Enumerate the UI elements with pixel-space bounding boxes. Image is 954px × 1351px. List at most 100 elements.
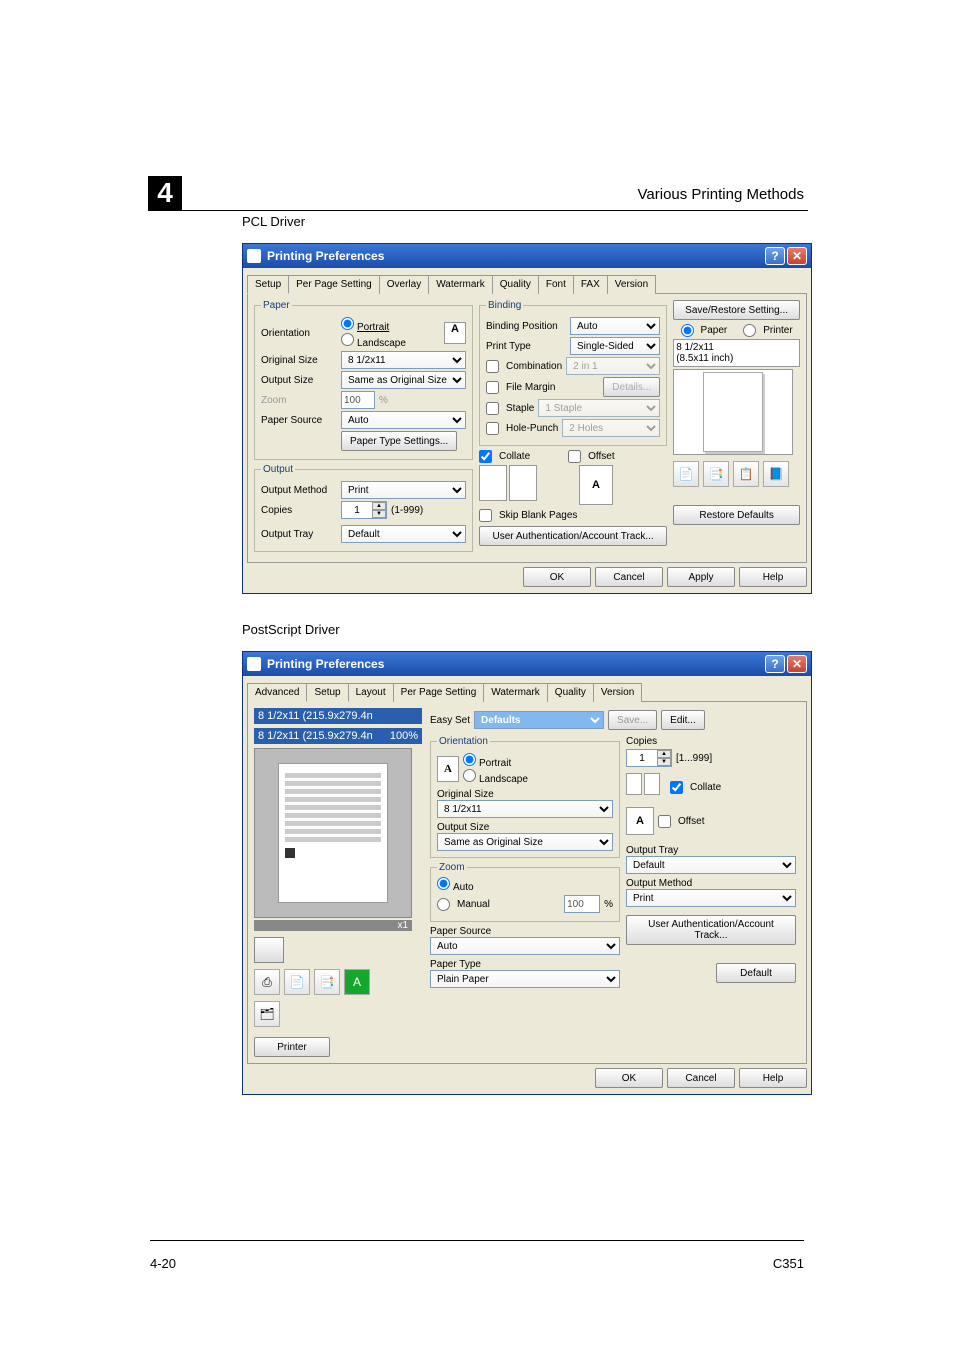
close-icon-2[interactable]: ✕ <box>787 655 807 673</box>
tab-perpage[interactable]: Per Page Setting <box>288 275 380 294</box>
ps-portrait-radio[interactable] <box>463 753 476 766</box>
spin-down-2[interactable]: ▼ <box>657 758 671 766</box>
ps-collate-check[interactable] <box>670 781 683 794</box>
section-ps: PostScript Driver <box>242 622 804 637</box>
ps-orig-label: Original Size <box>437 789 613 800</box>
section-pcl: PCL Driver <box>242 214 804 229</box>
file-margin-check[interactable] <box>486 381 499 394</box>
ps-icon-1[interactable]: ⎙ <box>254 969 280 995</box>
orient-icon-2: A <box>437 756 459 782</box>
collate-icon-2 <box>509 465 537 501</box>
spin-up-2[interactable]: ▲ <box>657 750 671 758</box>
ps-orientation-group: Orientation A Portrait Landscape Origina… <box>430 736 620 858</box>
ps-auth-button[interactable]: User Authentication/Account Track... <box>626 915 796 945</box>
zoom-value-input <box>564 895 600 913</box>
print-type-select[interactable]: Single-Sided <box>570 337 660 355</box>
tab-layout-2[interactable]: Layout <box>348 683 394 702</box>
cancel-button[interactable]: Cancel <box>595 567 663 587</box>
preview-icon-2[interactable]: 📑 <box>703 461 729 487</box>
binding-legend: Binding <box>486 300 523 311</box>
collate-check[interactable] <box>479 450 492 463</box>
output-group: Output Output Method Print Copies ▲▼ (1-… <box>254 464 473 552</box>
default-button[interactable]: Default <box>716 963 796 983</box>
ps-orig-select[interactable]: 8 1/2x11 <box>437 800 613 818</box>
preview-x1: x1 <box>254 920 412 931</box>
tab-setup[interactable]: Setup <box>247 275 289 294</box>
offset-icon: A <box>579 465 613 505</box>
paper-source-select[interactable]: Auto <box>341 411 466 429</box>
preview-icon-1[interactable]: 📄 <box>673 461 699 487</box>
tab-overlay[interactable]: Overlay <box>379 275 429 294</box>
ps-icon-4[interactable]: A <box>344 969 370 995</box>
output-tray-select[interactable]: Default <box>341 525 466 543</box>
spin-up[interactable]: ▲ <box>372 502 386 510</box>
big-preview <box>254 748 412 918</box>
ps-method-select[interactable]: Print <box>626 889 796 907</box>
combination-check[interactable] <box>486 360 499 373</box>
tab-quality-2[interactable]: Quality <box>547 683 594 702</box>
hole-check[interactable] <box>486 422 499 435</box>
ok-button-2[interactable]: OK <box>595 1068 663 1088</box>
ps-offset-check[interactable] <box>658 815 671 828</box>
preview-icon-4[interactable]: 📘 <box>763 461 789 487</box>
title-text: Printing Preferences <box>267 249 384 263</box>
output-size-select[interactable]: Same as Original Size <box>341 371 466 389</box>
binding-pos-select[interactable]: Auto <box>570 317 660 335</box>
ps-papertype-select[interactable]: Plain Paper <box>430 970 620 988</box>
tab-fax[interactable]: FAX <box>573 275 608 294</box>
easyset-select[interactable]: Defaults <box>474 711 604 729</box>
ok-button[interactable]: OK <box>523 567 591 587</box>
offset-check[interactable] <box>568 450 581 463</box>
printer-view-radio[interactable] <box>743 324 756 337</box>
tab-version[interactable]: Version <box>607 275 656 294</box>
tab-quality[interactable]: Quality <box>492 275 539 294</box>
tab-setup-2[interactable]: Setup <box>306 683 348 702</box>
tab-version-2[interactable]: Version <box>593 683 642 702</box>
help-icon-2[interactable]: ? <box>765 655 785 673</box>
ps-out-select[interactable]: Same as Original Size <box>437 833 613 851</box>
restore-defaults-button[interactable]: Restore Defaults <box>673 505 800 525</box>
paper-type-button[interactable]: Paper Type Settings... <box>341 431 457 451</box>
zoom-auto-radio[interactable] <box>437 877 450 890</box>
color-icon[interactable] <box>254 937 284 963</box>
skip-check[interactable] <box>479 509 492 522</box>
paper-view-radio[interactable] <box>681 324 694 337</box>
tab-strip-2: Advanced Setup Layout Per Page Setting W… <box>247 682 807 701</box>
ps-icon-5[interactable]: 🗂 <box>254 1001 280 1027</box>
apply-button[interactable]: Apply <box>667 567 735 587</box>
auth-button[interactable]: User Authentication/Account Track... <box>479 526 667 546</box>
printer-button[interactable]: Printer <box>254 1037 330 1057</box>
ps-icon-3[interactable]: 📑 <box>314 969 340 995</box>
collate-icon-2 <box>626 773 666 801</box>
copies-spinner[interactable]: ▲▼ <box>341 501 387 519</box>
ps-dialog: Printing Preferences ? ✕ Advanced Setup … <box>242 651 812 1095</box>
copies-input[interactable] <box>342 502 372 518</box>
help-icon[interactable]: ? <box>765 247 785 265</box>
preview-icon-3[interactable]: 📋 <box>733 461 759 487</box>
portrait-radio[interactable] <box>341 317 354 330</box>
ps-copies-input[interactable] <box>627 750 657 766</box>
tab-watermark-2[interactable]: Watermark <box>483 683 548 702</box>
ps-tray-select[interactable]: Default <box>626 856 796 874</box>
tab-font[interactable]: Font <box>538 275 574 294</box>
help-button-2[interactable]: Help <box>739 1068 807 1088</box>
landscape-radio[interactable] <box>341 333 354 346</box>
ps-zoom-legend: Zoom <box>437 862 467 873</box>
help-button[interactable]: Help <box>739 567 807 587</box>
ps-icon-2[interactable]: 📄 <box>284 969 310 995</box>
original-size-select[interactable]: 8 1/2x11 <box>341 351 466 369</box>
save-restore-button[interactable]: Save/Restore Setting... <box>673 300 800 320</box>
tab-advanced-2[interactable]: Advanced <box>247 683 307 702</box>
tab-watermark[interactable]: Watermark <box>428 275 493 294</box>
ps-landscape-radio[interactable] <box>463 769 476 782</box>
zoom-manual-radio[interactable] <box>437 898 450 911</box>
spin-down[interactable]: ▼ <box>372 510 386 518</box>
ps-papersource-select[interactable]: Auto <box>430 937 620 955</box>
ps-copies-spinner[interactable]: ▲▼ <box>626 749 672 767</box>
output-method-select[interactable]: Print <box>341 481 466 499</box>
staple-check[interactable] <box>486 402 499 415</box>
tab-perpage-2[interactable]: Per Page Setting <box>393 683 485 702</box>
close-icon[interactable]: ✕ <box>787 247 807 265</box>
easyset-edit[interactable]: Edit... <box>661 710 705 730</box>
cancel-button-2[interactable]: Cancel <box>667 1068 735 1088</box>
